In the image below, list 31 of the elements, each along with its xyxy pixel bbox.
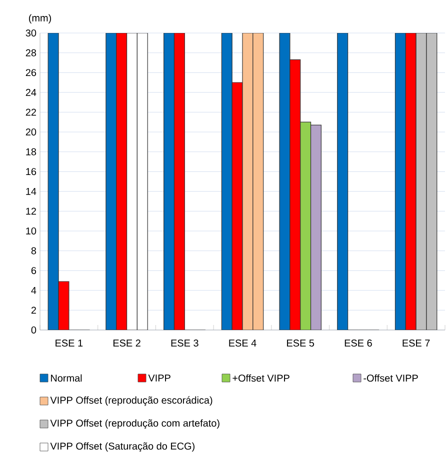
legend-label: Normal [51, 374, 82, 382]
legend-label: +Offset VIPP [232, 374, 290, 382]
y-tick-label: 0 [31, 326, 36, 334]
y-tick-label: 30 [26, 29, 36, 37]
x-tick-label: ESE 5 [287, 340, 314, 347]
x-tick-label: ESE 2 [113, 340, 140, 347]
x-tick-label: ESE 7 [402, 340, 430, 347]
y-tick-label: 20 [26, 128, 36, 136]
legend-label: VIPP Offset (Saturação do ECG) [50, 442, 194, 452]
y-tick-label: 18 [26, 148, 36, 156]
y-tick-label: 22 [26, 108, 36, 116]
legend-label: VIPP Offset (reprodução escorádica) [50, 396, 212, 406]
y-tick-label: 12 [26, 208, 36, 215]
y-tick-label: 8 [31, 247, 36, 254]
y-tick-label: 6 [31, 267, 36, 274]
legend-label: VIPP [148, 374, 170, 382]
y-tick-label: 16 [26, 168, 36, 176]
y-axis-title: (mm) [29, 14, 51, 24]
y-tick-label: 2 [31, 306, 36, 314]
x-tick-label: ESE 4 [229, 340, 256, 347]
y-tick-label: 26 [26, 69, 36, 76]
x-tick-label: ESE 3 [171, 340, 198, 347]
y-tick-label: 14 [26, 188, 36, 195]
y-tick-label: 10 [26, 227, 36, 235]
legend-label: -Offset VIPP [364, 374, 418, 382]
y-tick-label: 4 [31, 286, 36, 294]
legend-label: VIPP Offset (reprodução com artefato) [50, 419, 220, 429]
x-tick-label: ESE 1 [56, 340, 83, 347]
y-tick-label: 28 [26, 49, 36, 56]
x-tick-label: ESE 6 [344, 340, 372, 347]
y-tick-label: 24 [26, 88, 36, 96]
